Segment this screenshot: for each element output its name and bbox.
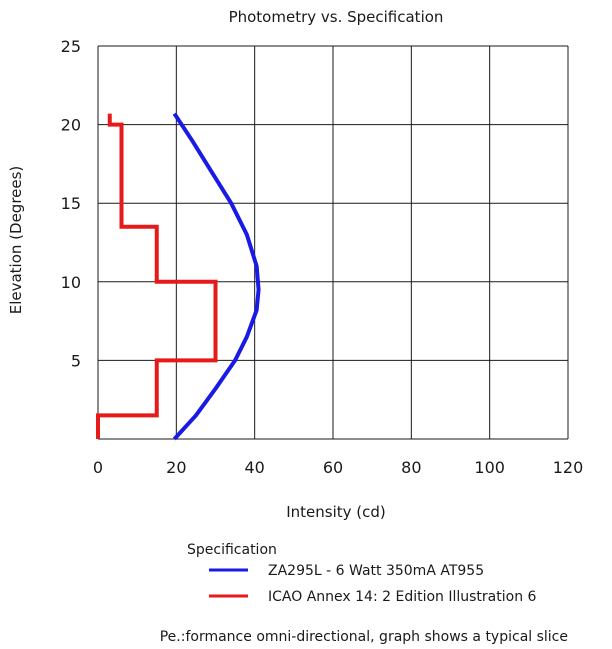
y-axis-label: Elevation (Degrees)	[7, 166, 25, 315]
x-tick-label: 0	[93, 458, 103, 477]
series-line-specification	[96, 113, 218, 439]
chart-title: Photometry vs. Specification	[229, 8, 444, 26]
y-tick-labels: 5 10 15 20 25	[61, 37, 81, 370]
legend-title: Specification	[187, 542, 277, 558]
x-tick-label: 60	[323, 458, 343, 477]
y-tick-label: 20	[61, 116, 81, 135]
x-axis-label: Intensity (cd)	[286, 503, 386, 521]
x-tick-label: 80	[401, 458, 421, 477]
legend-label: ICAO Annex 14: 2 Edition Illustration 6	[268, 589, 537, 605]
series-lines	[96, 112, 261, 441]
x-tick-label: 100	[474, 458, 505, 477]
legend-label: ZA295L - 6 Watt 350mA AT955	[268, 563, 484, 579]
y-tick-label: 5	[71, 351, 81, 370]
legend: ZA295L - 6 Watt 350mA AT955 ICAO Annex 14…	[209, 563, 537, 605]
x-tick-labels: 0 20 40 60 80 100 120	[93, 458, 583, 477]
series-line-photometry	[172, 112, 261, 441]
x-tick-label: 40	[244, 458, 264, 477]
y-tick-label: 15	[61, 194, 81, 213]
y-tick-label: 25	[61, 37, 81, 56]
footnote: Pe.:formance omni-directional, graph sho…	[160, 629, 568, 645]
y-tick-label: 10	[61, 273, 81, 292]
x-tick-label: 120	[553, 458, 584, 477]
x-tick-label: 20	[166, 458, 186, 477]
plot-grid	[97, 45, 569, 440]
